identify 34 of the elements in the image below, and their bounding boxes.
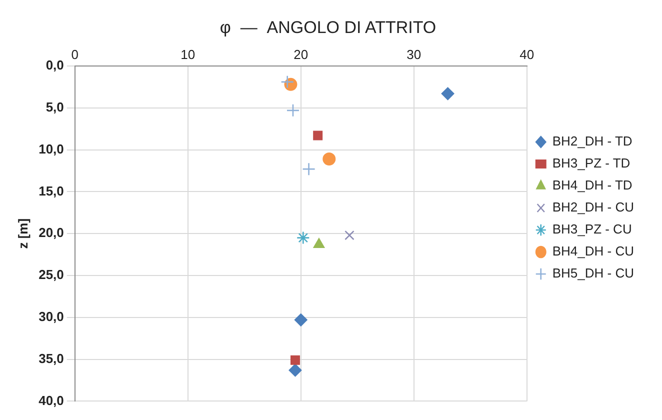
y-tick-label: 10,0: [38, 141, 64, 156]
y-tick-label: 15,0: [38, 183, 64, 198]
x-tick-label: 10: [180, 46, 196, 62]
chart-title: φ — ANGOLO DI ATTRITO: [220, 18, 436, 37]
legend-label: BH4_DH - CU: [552, 244, 634, 259]
y-tick-label: 5,0: [46, 99, 64, 114]
point: [288, 364, 302, 377]
legend-label: BH3_PZ - CU: [552, 222, 632, 237]
point: [441, 87, 454, 100]
point: [290, 355, 300, 365]
y-tick-label: 40,0: [38, 392, 64, 408]
y-axis-title: z [m]: [15, 218, 30, 249]
y-tick-label: 25,0: [38, 267, 64, 282]
y-tick-label: 30,0: [38, 308, 64, 324]
point: [344, 230, 354, 240]
point: [322, 152, 336, 166]
point: [302, 162, 316, 176]
x-tick-label: 30: [406, 46, 422, 62]
legend-label: BH5_DH - CU: [552, 266, 634, 281]
legend-label: BH3_PZ - TD: [552, 156, 630, 171]
point: [296, 231, 310, 244]
y-tick-label: 35,0: [38, 350, 64, 366]
x-tick-label: 0: [71, 46, 79, 62]
point: [280, 75, 294, 89]
x-tick-label: 40: [520, 46, 534, 62]
point: [313, 130, 323, 140]
point: [286, 104, 300, 118]
y-tick-label: 20,0: [38, 225, 64, 240]
y-tick-label: 0,0: [46, 58, 64, 73]
legend-label: BH2_DH - TD: [552, 134, 632, 149]
x-tick-label: 20: [294, 46, 308, 62]
point: [294, 313, 308, 326]
legend-label: BH4_DH - TD: [552, 178, 632, 193]
legend-label: BH2_DH - CU: [552, 200, 634, 215]
